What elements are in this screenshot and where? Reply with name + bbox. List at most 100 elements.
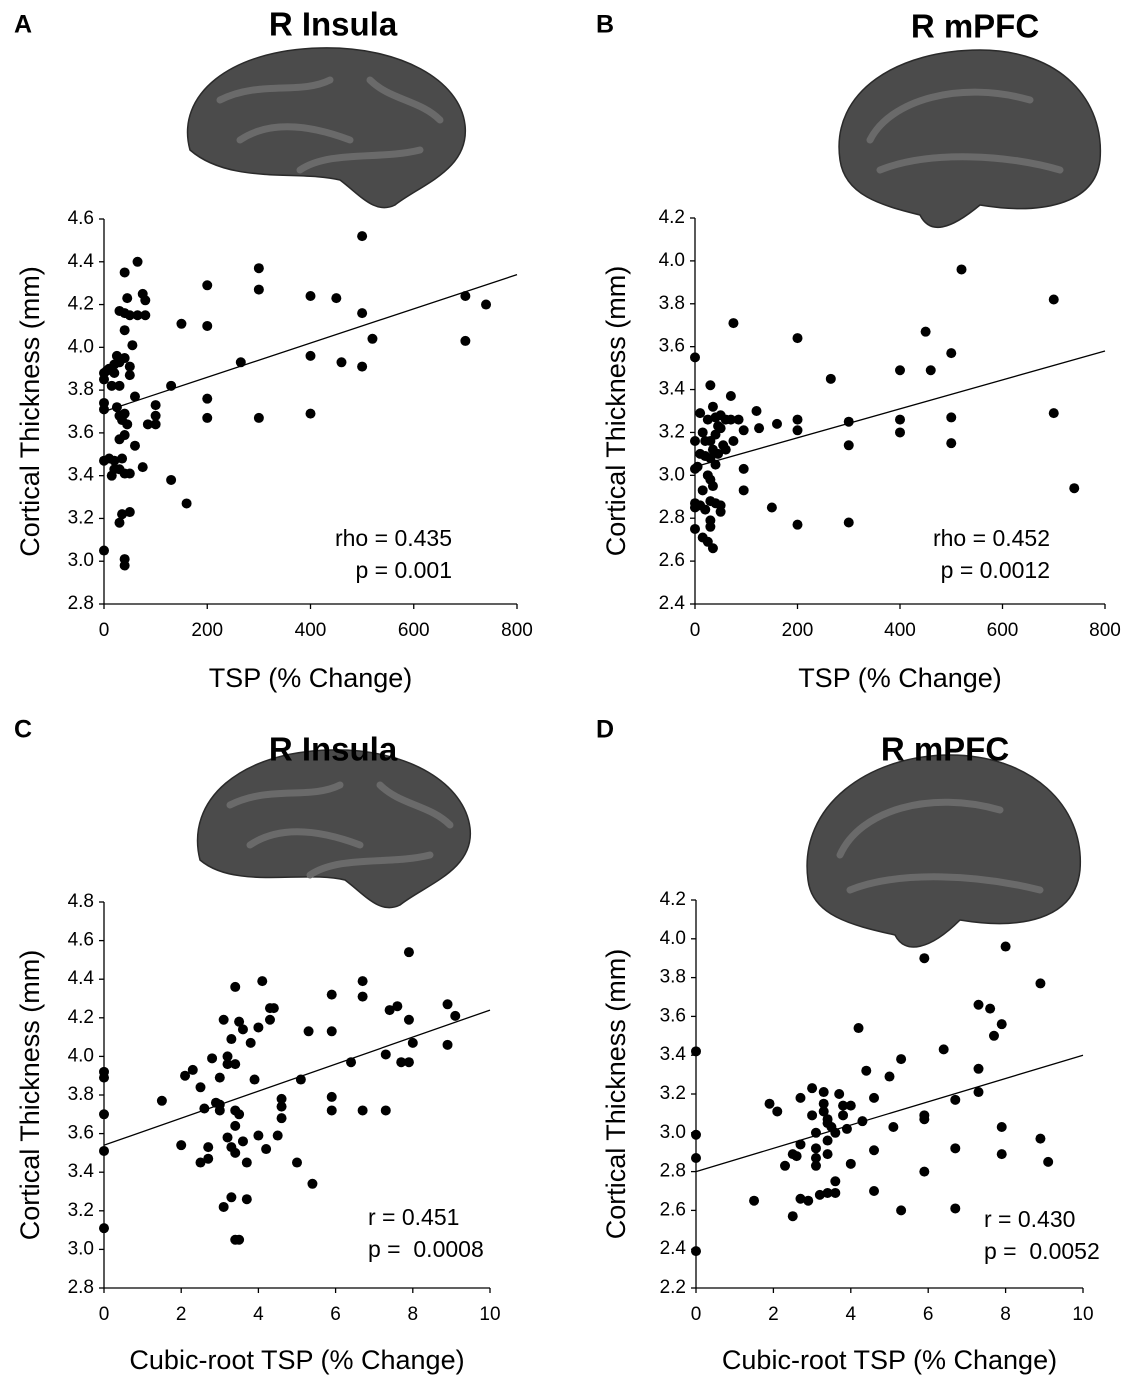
data-point <box>245 1037 256 1048</box>
data-point <box>996 1121 1007 1132</box>
data-point <box>818 1087 829 1098</box>
data-point <box>124 310 135 321</box>
data-point <box>1069 483 1080 494</box>
data-point <box>792 333 803 344</box>
brain-image <box>806 754 1081 948</box>
data-point <box>124 361 135 372</box>
y-tick-label: 4.0 <box>68 336 94 357</box>
data-point <box>176 318 187 329</box>
data-point <box>336 357 347 368</box>
annotation: p = 0.0012 <box>941 557 1050 583</box>
data-point <box>119 560 130 571</box>
data-point <box>946 412 957 423</box>
data-point <box>357 231 368 242</box>
data-point <box>838 1100 849 1111</box>
y-tick-label: 3.4 <box>68 465 95 486</box>
data-point <box>264 1014 275 1025</box>
data-point <box>268 1003 279 1014</box>
data-point <box>691 1153 701 1164</box>
data-point <box>176 1140 187 1151</box>
data-point <box>124 370 135 381</box>
data-point <box>705 380 716 391</box>
annotation: p = 0.0008 <box>368 1236 484 1262</box>
data-point <box>305 291 316 301</box>
data-point <box>691 1246 701 1257</box>
data-point <box>725 390 736 401</box>
data-point <box>807 1083 818 1094</box>
y-axis-label: Cortical Thickness (mm) <box>601 266 631 557</box>
x-axis-label: TSP (% Change) <box>209 663 413 693</box>
x-tick-label: 600 <box>987 620 1019 641</box>
data-point <box>99 1066 109 1077</box>
y-tick-label: 3.4 <box>68 1161 95 1182</box>
trend-line <box>695 1054 1084 1173</box>
data-point <box>845 1100 856 1111</box>
data-point <box>814 1189 825 1200</box>
data-point <box>119 267 130 278</box>
data-point <box>843 517 854 528</box>
data-point <box>257 976 268 987</box>
data-point <box>938 1044 949 1055</box>
data-point <box>234 1016 245 1027</box>
y-tick-label: 4.6 <box>68 930 94 951</box>
data-point <box>973 999 984 1010</box>
y-tick-label: 3.8 <box>68 379 94 400</box>
data-point <box>109 368 120 378</box>
data-point <box>692 461 703 472</box>
data-point <box>795 1092 806 1103</box>
data-point <box>357 308 368 319</box>
brain-image <box>196 749 471 909</box>
data-point <box>1048 294 1059 305</box>
annotation: r = 0.430 <box>984 1206 1075 1232</box>
data-point <box>733 414 744 425</box>
data-point <box>690 523 700 534</box>
data-point <box>946 438 957 449</box>
panel-letter: C <box>14 716 32 744</box>
y-tick-label: 3.6 <box>659 336 685 357</box>
data-point <box>896 1205 907 1216</box>
y-tick-label: 4.8 <box>68 891 94 912</box>
y-tick-label: 3.0 <box>68 550 94 571</box>
data-point <box>222 1132 233 1143</box>
panel: C R Insula 2.8 3.0 3.2 3.4 3.6 3.8 4.0 4.2 4.4 4.6 4… <box>14 716 501 1376</box>
y-tick-label: 3.8 <box>659 293 685 314</box>
data-point <box>720 444 731 455</box>
data-point <box>99 545 109 556</box>
y-axis-label: Cortical Thickness (mm) <box>15 266 45 557</box>
y-tick-label: 4.4 <box>68 968 95 989</box>
data-point <box>843 440 854 451</box>
data-point <box>99 1109 109 1120</box>
chart-title: R mPFC <box>911 8 1039 45</box>
y-tick-label: 4.2 <box>660 889 686 910</box>
data-point <box>403 1057 414 1068</box>
panel: D R mPFC 2.2 2.4 2.6 2.8 3.0 3.2 3.4 3.6 3.8 4.0 4.2… <box>596 716 1100 1376</box>
data-point <box>326 989 337 1000</box>
data-point <box>187 1064 198 1075</box>
y-tick-label: 3.2 <box>660 1083 686 1104</box>
data-point <box>810 1143 821 1154</box>
data-point <box>253 1130 264 1141</box>
data-point <box>156 1095 167 1106</box>
data-point <box>1035 978 1046 989</box>
data-point <box>888 1121 899 1132</box>
x-tick-label: 0 <box>99 620 110 641</box>
data-point <box>697 427 708 438</box>
y-tick-label: 3.0 <box>659 464 685 485</box>
y-tick-label: 3.0 <box>660 1122 686 1143</box>
data-point <box>956 264 967 275</box>
data-point <box>119 353 130 364</box>
data-point <box>407 1037 418 1048</box>
y-tick-label: 4.0 <box>660 928 686 949</box>
data-point <box>919 953 930 964</box>
data-point <box>896 1054 907 1065</box>
annotation: p = 0.0052 <box>984 1238 1100 1264</box>
data-point <box>129 440 140 451</box>
data-point <box>195 1082 206 1093</box>
x-tick-label: 4 <box>846 1304 857 1325</box>
y-tick-label: 3.6 <box>68 422 94 443</box>
data-point <box>218 1201 229 1212</box>
x-axis-label: TSP (% Change) <box>798 663 1002 693</box>
trend-line <box>103 1009 491 1146</box>
data-point <box>895 365 905 376</box>
